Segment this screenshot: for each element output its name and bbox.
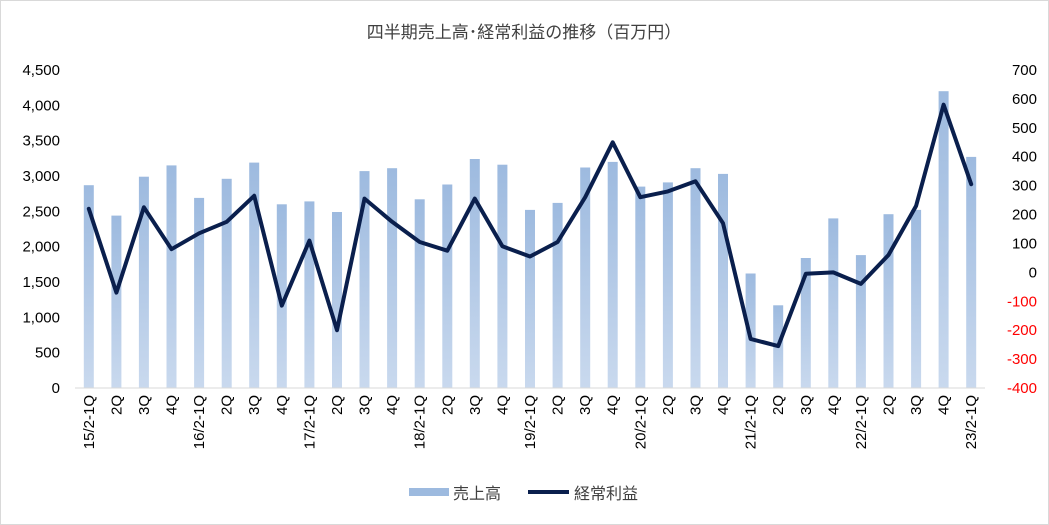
bar-sales-1 bbox=[111, 215, 122, 388]
bar-sales-9 bbox=[332, 212, 342, 388]
y-left-tick-label: 1,500 bbox=[22, 274, 60, 291]
legend: 売上高 経常利益 bbox=[409, 484, 638, 503]
x-tick-label: 3Q bbox=[577, 395, 594, 415]
bar-sales-16 bbox=[525, 209, 535, 388]
bar-sales-8 bbox=[304, 201, 315, 388]
bar-sales-14 bbox=[469, 159, 480, 388]
x-tick-label: 18/2-1Q bbox=[412, 395, 429, 449]
x-axis: 15/2-1Q 2Q 3Q 4Q 16/2-1Q 2Q 3Q 4Q 17/2-1Q 2Q 3Q 4Q 1… bbox=[75, 387, 985, 449]
bar-sales-30 bbox=[911, 209, 922, 388]
x-tick-label: 4Q bbox=[274, 395, 291, 415]
x-tick-label: 3Q bbox=[467, 395, 484, 415]
y-right-tick-label: -100 bbox=[1007, 293, 1037, 310]
y-left-tick-label: 2,000 bbox=[22, 239, 60, 256]
x-tick-label: 3Q bbox=[688, 395, 705, 415]
y-left-tick-label: 2,500 bbox=[22, 203, 60, 220]
x-tick-label: 2Q bbox=[219, 395, 236, 415]
bar-sales-7 bbox=[276, 204, 287, 388]
y-right-tick-label: 0 bbox=[1029, 264, 1037, 281]
y-left-tick-label: 1,000 bbox=[22, 309, 60, 326]
x-tick-label: 2Q bbox=[770, 395, 787, 415]
x-tick-label: 3Q bbox=[798, 395, 815, 415]
x-tick-label: 17/2-1Q bbox=[301, 395, 318, 449]
y-right-tick-label: 100 bbox=[1012, 236, 1037, 253]
x-tick-label: 4Q bbox=[494, 395, 511, 415]
x-tick-label: 3Q bbox=[357, 395, 374, 415]
y-left-tick-label: 3,500 bbox=[22, 133, 60, 150]
x-tick-label: 3Q bbox=[908, 395, 925, 415]
y-right-tick-label: 700 bbox=[1012, 62, 1037, 79]
x-tick-label: 2Q bbox=[881, 395, 898, 415]
x-tick-label: 2Q bbox=[108, 395, 125, 415]
x-tick-label: 15/2-1Q bbox=[81, 395, 98, 449]
y-right-tick-label: 400 bbox=[1012, 149, 1037, 166]
x-tick-label: 2Q bbox=[439, 395, 456, 415]
x-tick-label: 3Q bbox=[136, 395, 153, 415]
y-right-tick-label: -400 bbox=[1007, 380, 1037, 397]
y-right-tick-label: 500 bbox=[1012, 120, 1037, 137]
bar-series bbox=[83, 91, 977, 388]
bar-sales-15 bbox=[497, 164, 508, 388]
legend-swatch-sales bbox=[409, 488, 449, 496]
x-tick-label: 4Q bbox=[936, 395, 953, 415]
bar-sales-26 bbox=[800, 258, 811, 388]
x-tick-label: 19/2-1Q bbox=[522, 395, 539, 449]
bar-sales-20 bbox=[635, 186, 646, 388]
bar-sales-31 bbox=[938, 91, 949, 388]
y-left-tick-label: 3,000 bbox=[22, 168, 60, 185]
x-tick-label: 4Q bbox=[384, 395, 401, 415]
bar-sales-18 bbox=[580, 167, 591, 388]
x-tick-label: 4Q bbox=[164, 395, 181, 415]
x-tick-label: 4Q bbox=[715, 395, 732, 415]
x-tick-label: 22/2-1Q bbox=[853, 395, 870, 449]
x-tick-label: 2Q bbox=[550, 395, 567, 415]
bar-sales-28 bbox=[855, 255, 866, 388]
bar-sales-22 bbox=[690, 168, 701, 388]
bar-sales-23 bbox=[718, 173, 728, 388]
y-left-tick-label: 0 bbox=[52, 380, 60, 397]
x-tick-label: 16/2-1Q bbox=[191, 395, 208, 449]
bar-sales-2 bbox=[138, 176, 149, 388]
y-axis-right: -400 -300 -200 -100 0 100 200 300 400 500 600 700 bbox=[1007, 62, 1037, 397]
y-left-tick-label: 4,000 bbox=[22, 97, 60, 114]
bar-sales-12 bbox=[414, 199, 425, 388]
legend-label-ordinary-profit: 経常利益 bbox=[574, 484, 638, 503]
x-tick-label: 4Q bbox=[825, 395, 842, 415]
bar-sales-4 bbox=[194, 197, 205, 388]
bar-sales-29 bbox=[883, 214, 894, 388]
bar-sales-3 bbox=[166, 165, 177, 388]
bar-sales-6 bbox=[249, 162, 260, 388]
y-right-tick-label: 300 bbox=[1012, 178, 1037, 195]
bar-sales-13 bbox=[442, 184, 453, 388]
y-left-tick-label: 4,500 bbox=[22, 62, 60, 79]
x-tick-label: 2Q bbox=[660, 395, 677, 415]
line-series bbox=[86, 102, 974, 349]
bar-sales-19 bbox=[607, 161, 618, 388]
y-right-tick-label: -300 bbox=[1007, 351, 1037, 368]
x-tick-label: 20/2-1Q bbox=[632, 395, 649, 449]
bar-sales-5 bbox=[221, 178, 232, 388]
x-tick-label: 2Q bbox=[329, 395, 346, 415]
bar-sales-11 bbox=[387, 168, 398, 388]
bar-sales-27 bbox=[828, 218, 839, 388]
bar-sales-10 bbox=[359, 171, 370, 388]
y-left-tick-label: 500 bbox=[35, 345, 60, 362]
y-axis-left: 0 500 1,000 1,500 2,000 2,500 3,000 3,500 4,000 4… bbox=[22, 62, 60, 397]
bar-sales-32 bbox=[966, 156, 977, 388]
y-right-tick-label: -200 bbox=[1007, 322, 1037, 339]
x-tick-label: 4Q bbox=[605, 395, 622, 415]
y-right-tick-label: 200 bbox=[1012, 207, 1037, 224]
bar-sales-17 bbox=[552, 202, 563, 388]
chart-title: 四半期売上高･経常利益の推移（百万円） bbox=[367, 23, 682, 43]
y-right-tick-label: 600 bbox=[1012, 91, 1037, 108]
bar-sales-21 bbox=[662, 182, 673, 388]
bar-sales-0 bbox=[83, 185, 94, 388]
x-tick-label: 21/2-1Q bbox=[743, 395, 760, 449]
x-tick-label: 23/2-1Q bbox=[963, 395, 980, 449]
x-tick-label: 3Q bbox=[246, 395, 263, 415]
legend-label-sales: 売上高 bbox=[453, 484, 501, 503]
